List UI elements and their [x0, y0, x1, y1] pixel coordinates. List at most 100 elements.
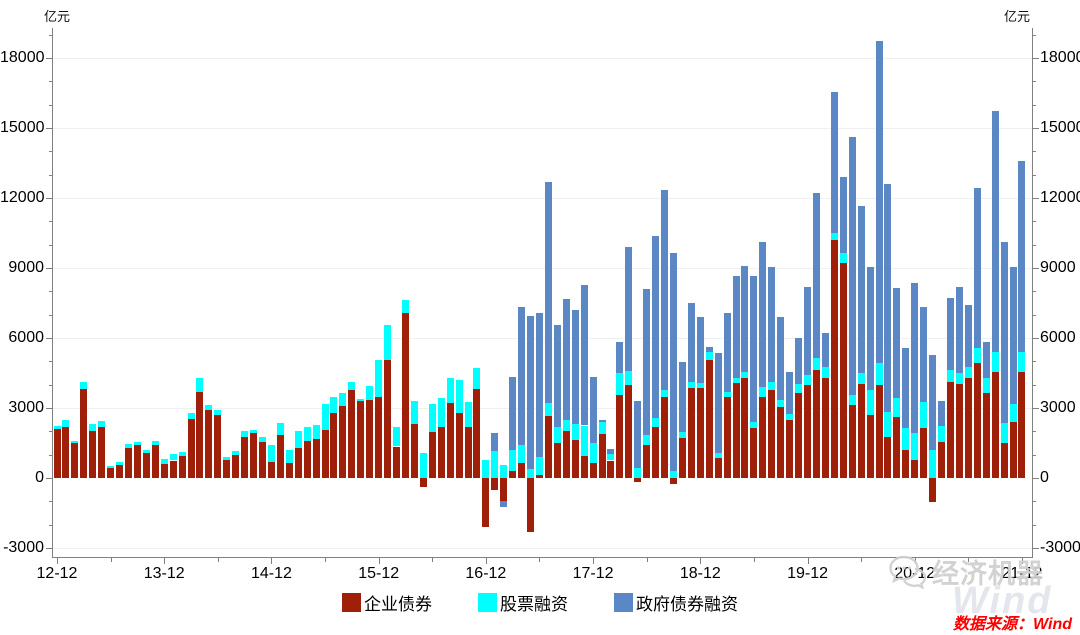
- legend: 企业债券 股票融资 政府债券融资: [0, 590, 1080, 615]
- bar-政府债券融资-20-01: [812, 193, 820, 359]
- legend-item-equity-financing: 股票融资: [478, 590, 568, 615]
- bar-政府债券融资-18-01: [598, 419, 606, 422]
- x-tick-major: [271, 558, 273, 564]
- bar-企业债券-17-04: [518, 462, 526, 478]
- bar-股票融资-17-01: [491, 450, 499, 478]
- bar-股票融资-16-11: [473, 368, 481, 390]
- bar-企业债券-16-02: [393, 446, 401, 478]
- bar-政府债券融资-18-04: [625, 247, 633, 371]
- bar-股票融资-12-12: [53, 425, 61, 429]
- x-axis-label: 13-12: [143, 565, 185, 582]
- bar-股票融资-19-03: [723, 391, 731, 397]
- bar-政府债券融资-19-08: [768, 266, 776, 382]
- bar-股票融资-21-04: [947, 369, 954, 382]
- bar-政府债券融资-19-01: [705, 346, 713, 352]
- bar-股票融资-17-07: [544, 403, 552, 416]
- wind-ghost-watermark: Wind: [952, 580, 1053, 622]
- bar-股票融资-20-01: [812, 358, 820, 370]
- bar-企业债券-13-08: [124, 447, 132, 478]
- bar-政府债券融资-17-09: [562, 299, 570, 420]
- y-tick: [1033, 314, 1036, 316]
- bar-政府债券融资-18-08: [661, 189, 669, 390]
- y-axis-label: 0: [35, 469, 44, 486]
- bar-股票融资-13-06: [107, 465, 115, 469]
- bar-股票融资-17-02: [500, 464, 508, 478]
- bar-政府债券融资-21-02: [929, 355, 937, 450]
- bar-政府债券融资-17-04: [518, 307, 526, 446]
- bar-股票融资-19-01: [705, 351, 713, 360]
- bar-企业债券-16-12: [482, 478, 490, 527]
- bar-企业债券-15-03: [294, 447, 302, 478]
- bar-股票融资-21-10: [1000, 423, 1008, 444]
- bar-政府债券融资-20-02: [821, 332, 829, 367]
- y-tick: [46, 548, 52, 549]
- bar-股票融资-15-07: [330, 397, 338, 414]
- bar-政府债券融资-18-05: [634, 401, 642, 468]
- bar-股票融资-15-12: [375, 359, 383, 397]
- bar-股票融资-16-04: [410, 401, 418, 425]
- y-axis-label: 6000: [1040, 329, 1076, 346]
- bar-政府债券融资-19-09: [777, 316, 785, 400]
- bar-企业债券-21-01: [920, 428, 928, 478]
- bar-股票融资-14-09: [241, 430, 249, 437]
- y-tick: [1033, 501, 1036, 503]
- y-axis-label: 9000: [8, 259, 44, 276]
- y-tick: [1033, 524, 1036, 526]
- bar-企业债券-20-04: [839, 263, 847, 478]
- bar-股票融资-18-02: [607, 453, 615, 461]
- bar-股票融资-18-11: [687, 381, 695, 389]
- bar-股票融资-19-05: [741, 371, 749, 379]
- y-tick: [1033, 174, 1036, 176]
- x-tick-major: [1021, 558, 1023, 564]
- bar-企业债券-14-11: [259, 441, 266, 478]
- bar-股票融资-13-08: [124, 444, 132, 448]
- y-tick: [46, 338, 52, 339]
- bar-企业债券-19-05: [741, 378, 749, 478]
- bar-企业债券-20-03: [830, 240, 838, 478]
- bar-股票融资-13-07: [116, 462, 124, 466]
- bar-企业债券-16-08: [446, 403, 454, 478]
- x-tick-minor: [968, 558, 970, 562]
- y-tick: [1033, 431, 1036, 433]
- bar-企业债券-21-12: [1018, 371, 1026, 478]
- bar-企业债券-16-04: [410, 424, 418, 478]
- bar-股票融资-20-10: [893, 398, 901, 417]
- bar-股票融资-15-03: [294, 430, 302, 448]
- bar-政府债券融资-21-04: [947, 298, 954, 370]
- bar-企业债券-21-06: [964, 378, 972, 478]
- bar-股票融资-13-03: [80, 382, 88, 389]
- y-tick: [1033, 151, 1036, 153]
- bar-股票融资-20-05: [848, 394, 856, 405]
- bar-股票融资-21-07: [973, 348, 981, 364]
- bar-政府债券融资-20-10: [893, 288, 901, 399]
- bar-股票融资-17-11: [580, 425, 588, 456]
- bar-股票融资-21-11: [1009, 403, 1017, 422]
- bar-企业债券-14-09: [241, 436, 249, 478]
- bar-企业债券-13-06: [107, 468, 115, 478]
- bar-政府债券融资-17-08: [553, 324, 561, 428]
- bar-股票融资-18-10: [678, 431, 686, 439]
- bar-政府债券融资-19-06: [750, 275, 758, 422]
- bar-股票融资-20-02: [821, 366, 829, 379]
- bar-企业债券-14-10: [250, 433, 258, 478]
- y-tick: [46, 408, 52, 409]
- bar-企业债券-17-03: [509, 471, 517, 478]
- y-tick: [46, 268, 52, 269]
- bar-企业债券-21-02: [929, 478, 937, 503]
- bar-企业债券-21-05: [955, 383, 963, 478]
- bar-股票融资-19-04: [732, 377, 740, 383]
- bar-企业债券-19-01: [705, 359, 713, 478]
- bar-企业债券-15-09: [348, 390, 356, 478]
- bar-股票融资-17-03: [509, 450, 517, 471]
- bar-股票融资-15-10: [357, 399, 365, 401]
- y-tick: [1033, 384, 1036, 386]
- y-axis-label: -3000: [1040, 539, 1080, 556]
- bar-企业债券-14-04: [196, 392, 204, 478]
- legend-swatch-corporate-bond: [342, 593, 361, 612]
- y-tick: [46, 58, 52, 59]
- bar-企业债券-13-05: [98, 426, 106, 478]
- x-tick-minor: [861, 558, 863, 562]
- bar-企业债券-17-07: [544, 415, 552, 478]
- y-tick: [49, 34, 52, 36]
- legend-item-gov-bond-financing: 政府债券融资: [614, 590, 738, 615]
